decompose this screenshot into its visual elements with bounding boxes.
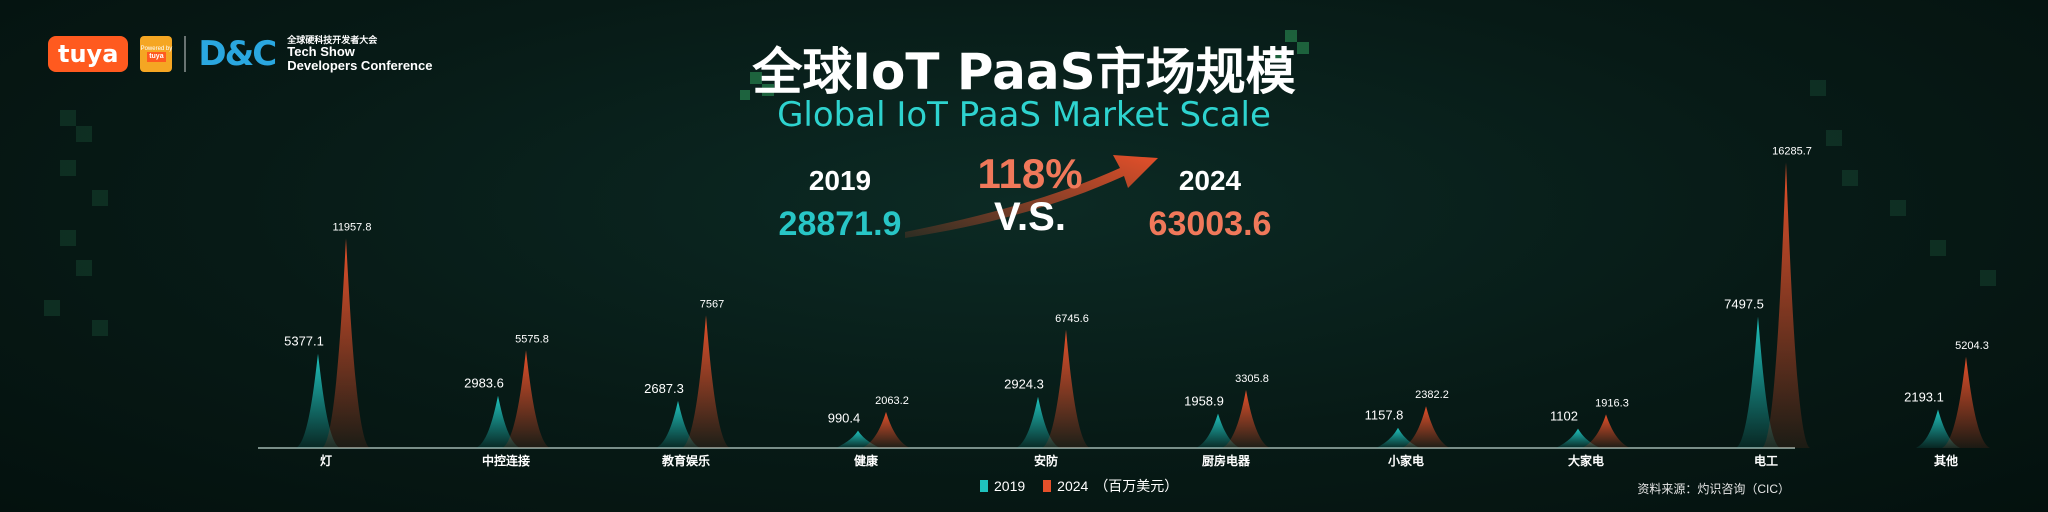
page-title-cn: 全球IoT PaaS市场规模 bbox=[752, 43, 1296, 101]
peak-2024-9 bbox=[1942, 356, 1990, 448]
peak-2024-8 bbox=[1762, 162, 1810, 449]
value-label-2019-5: 1958.9 bbox=[1184, 394, 1224, 409]
peak-2019-5 bbox=[1196, 413, 1240, 448]
value-label-2024-8: 16285.7 bbox=[1772, 146, 1812, 158]
category-label-3: 健康 bbox=[854, 453, 879, 468]
source-note: 资料来源：灼识咨询（CIC） bbox=[1637, 482, 1790, 496]
category-label-4: 安防 bbox=[1034, 453, 1058, 468]
value-label-2019-1: 2983.6 bbox=[464, 376, 504, 391]
legend-unit: （百万美元） bbox=[1094, 478, 1179, 494]
powered-by-badge: Powered by tuya bbox=[140, 36, 173, 72]
value-label-2019-7: 1102 bbox=[1550, 409, 1578, 424]
value-label-2024-4: 6745.6 bbox=[1055, 313, 1089, 325]
value-label-2024-6: 2382.2 bbox=[1415, 389, 1449, 401]
value-label-2024-9: 5204.3 bbox=[1955, 340, 1989, 352]
value-label-2019-6: 1157.8 bbox=[1365, 408, 1404, 423]
value-label-2019-2: 2687.3 bbox=[644, 381, 684, 396]
peak-2024-0 bbox=[322, 238, 370, 448]
conference-title-line1: Tech Show bbox=[287, 44, 355, 59]
peak-2024-6 bbox=[1402, 406, 1450, 448]
legend-item-2019: 2019 bbox=[980, 478, 1025, 494]
year-from: 2019 bbox=[808, 165, 872, 196]
value-label-2019-0: 5377.1 bbox=[284, 334, 324, 349]
category-label-9: 其他 bbox=[1934, 453, 1958, 468]
value-label-2024-5: 3305.8 bbox=[1235, 373, 1269, 385]
legend-label-2024: 2024 bbox=[1057, 478, 1089, 494]
category-label-6: 小家电 bbox=[1388, 453, 1424, 468]
powered-by-brand: tuya bbox=[147, 52, 166, 63]
legend-label-2019: 2019 bbox=[994, 478, 1026, 494]
total-to: 63003.6 bbox=[1148, 205, 1272, 243]
peak-2019-4 bbox=[1016, 396, 1060, 448]
conference-title: 全球硬科技开发者大会 Tech Show Developers Conferen… bbox=[287, 35, 432, 73]
value-label-2024-2: 7567 bbox=[700, 298, 724, 310]
value-label-2024-7: 1916.3 bbox=[1595, 397, 1629, 409]
peak-2024-3 bbox=[862, 411, 910, 448]
value-label-2019-8: 7497.5 bbox=[1724, 297, 1764, 312]
value-label-2019-3: 990.4 bbox=[828, 411, 861, 426]
chart-legend: 2019 2024 （百万美元） bbox=[980, 476, 1178, 496]
legend-swatch-2024 bbox=[1043, 480, 1052, 492]
peak-2019-6 bbox=[1376, 427, 1420, 448]
category-label-7: 大家电 bbox=[1568, 453, 1604, 468]
tuya-logo: tuya bbox=[48, 36, 129, 72]
conference-title-cn: 全球硬科技开发者大会 bbox=[287, 35, 378, 45]
vs-label: V.S. bbox=[994, 195, 1066, 239]
peak-2019-1 bbox=[476, 395, 520, 448]
legend-item-2024: 2024 （百万美元） bbox=[1043, 476, 1178, 496]
conference-title-line2: Developers Conference bbox=[287, 58, 433, 73]
powered-by-label: Powered by bbox=[140, 45, 173, 52]
peak-2024-2 bbox=[682, 315, 730, 448]
total-from: 28871.9 bbox=[778, 205, 902, 243]
page-title-en: Global IoT PaaS Market Scale bbox=[777, 95, 1271, 135]
year-to: 2024 bbox=[1178, 165, 1242, 196]
peak-2019-0 bbox=[296, 353, 340, 448]
peak-2019-9 bbox=[1916, 409, 1960, 448]
value-label-2024-0: 11957.8 bbox=[333, 221, 372, 233]
category-label-8: 电工 bbox=[1754, 453, 1778, 468]
header-logos: tuya Powered by tuya D&C 全球硬科技开发者大会 Tech… bbox=[48, 34, 432, 74]
value-label-2019-4: 2924.3 bbox=[1004, 377, 1044, 392]
peak-2024-5 bbox=[1222, 390, 1270, 448]
peak-2024-1 bbox=[502, 350, 550, 448]
value-label-2019-9: 2193.1 bbox=[1904, 390, 1944, 405]
legend-swatch-2019 bbox=[980, 480, 988, 492]
conference-logo: D&C bbox=[198, 34, 277, 74]
peak-2019-7 bbox=[1556, 428, 1600, 448]
peak-2024-7 bbox=[1582, 414, 1630, 448]
peak-2024-4 bbox=[1042, 329, 1090, 448]
category-label-5: 厨房电器 bbox=[1202, 453, 1251, 468]
growth-rate: 118% bbox=[977, 150, 1083, 197]
value-label-2024-1: 5575.8 bbox=[515, 333, 549, 345]
category-label-1: 中控连接 bbox=[482, 453, 530, 468]
category-label-0: 灯 bbox=[320, 453, 332, 468]
peak-2019-2 bbox=[656, 400, 700, 448]
category-label-2: 教育娱乐 bbox=[661, 453, 710, 468]
header-divider bbox=[184, 36, 187, 72]
peak-2019-8 bbox=[1736, 316, 1780, 448]
value-label-2024-3: 2063.2 bbox=[875, 395, 909, 407]
